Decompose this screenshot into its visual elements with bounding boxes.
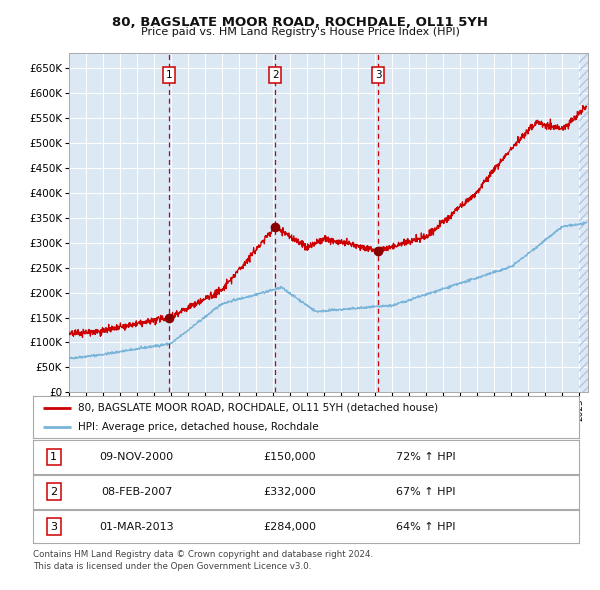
Text: 3: 3 [375,70,382,80]
Text: £284,000: £284,000 [263,522,316,532]
Text: 80, BAGSLATE MOOR ROAD, ROCHDALE, OL11 5YH (detached house): 80, BAGSLATE MOOR ROAD, ROCHDALE, OL11 5… [78,402,438,412]
Text: 67% ↑ HPI: 67% ↑ HPI [397,487,456,497]
Text: 2: 2 [272,70,278,80]
Text: 09-NOV-2000: 09-NOV-2000 [100,452,174,462]
Text: 3: 3 [50,522,57,532]
Text: This data is licensed under the Open Government Licence v3.0.: This data is licensed under the Open Gov… [33,562,311,571]
Text: 1: 1 [166,70,172,80]
Text: 1: 1 [50,452,57,462]
Text: Contains HM Land Registry data © Crown copyright and database right 2024.: Contains HM Land Registry data © Crown c… [33,550,373,559]
Text: 2: 2 [50,487,58,497]
Text: 80, BAGSLATE MOOR ROAD, ROCHDALE, OL11 5YH: 80, BAGSLATE MOOR ROAD, ROCHDALE, OL11 5… [112,16,488,29]
Text: HPI: Average price, detached house, Rochdale: HPI: Average price, detached house, Roch… [78,422,319,432]
Text: Price paid vs. HM Land Registry's House Price Index (HPI): Price paid vs. HM Land Registry's House … [140,27,460,37]
Bar [580,53,588,392]
Text: 01-MAR-2013: 01-MAR-2013 [100,522,174,532]
Text: £332,000: £332,000 [263,487,316,497]
Text: 64% ↑ HPI: 64% ↑ HPI [397,522,456,532]
Text: £150,000: £150,000 [263,452,316,462]
Text: 72% ↑ HPI: 72% ↑ HPI [397,452,456,462]
Text: 08-FEB-2007: 08-FEB-2007 [101,487,172,497]
